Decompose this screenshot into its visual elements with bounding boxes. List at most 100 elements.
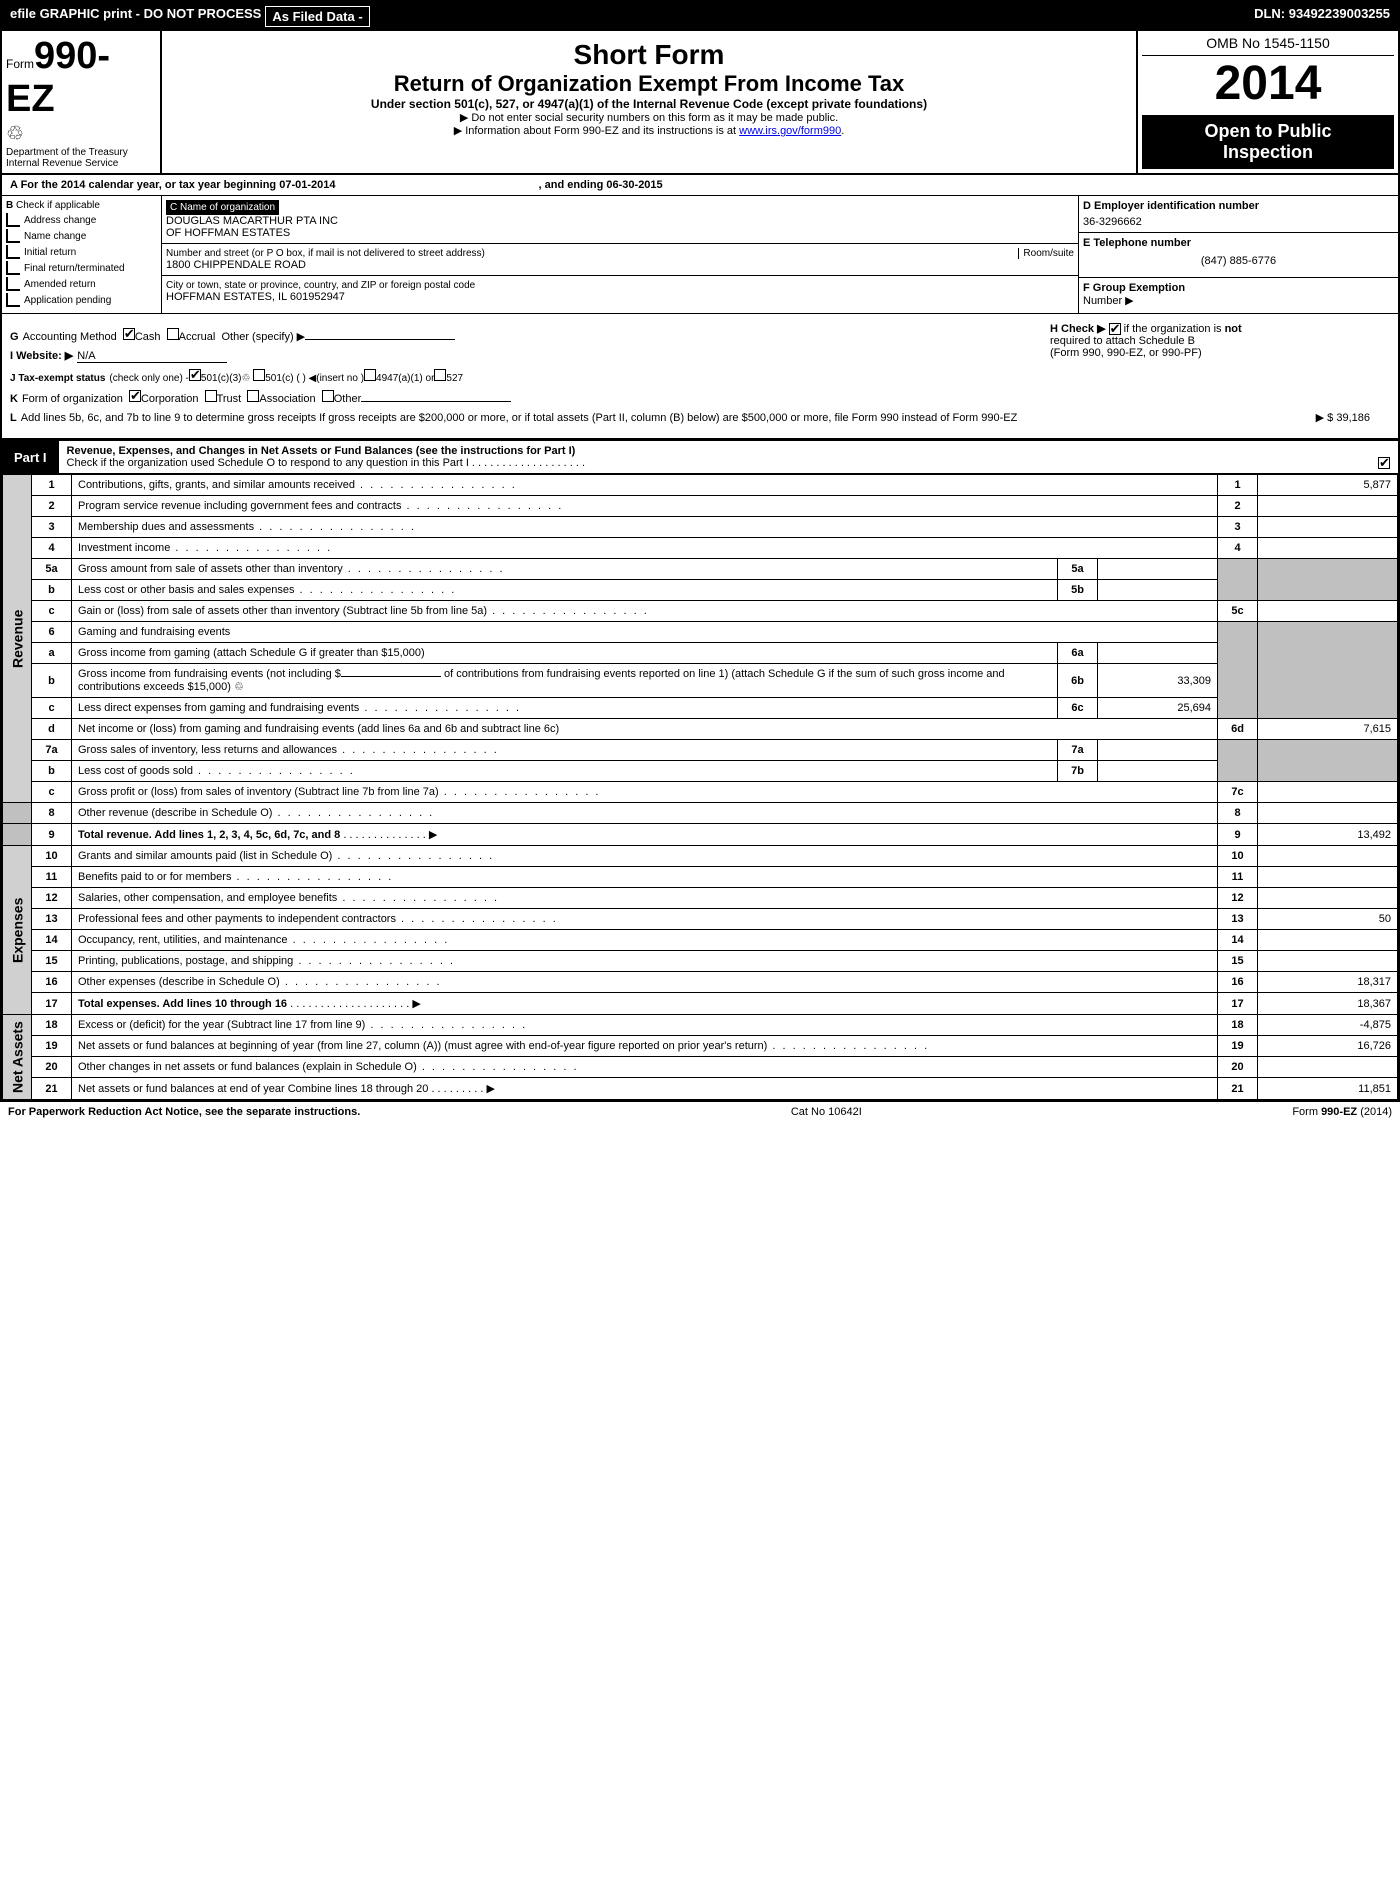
g-other-line[interactable] bbox=[305, 339, 455, 340]
line-1: Revenue 1 Contributions, gifts, grants, … bbox=[3, 475, 1398, 496]
efile-label: efile GRAPHIC print - DO NOT PROCESS bbox=[10, 6, 261, 27]
footer-right: Form 990-EZ (2014) bbox=[1292, 1106, 1392, 1118]
ln10-val bbox=[1258, 846, 1398, 867]
ln17-rnum: 17 bbox=[1218, 993, 1258, 1015]
ln6c-sn: 6c bbox=[1058, 698, 1098, 719]
checkbox-icon[interactable] bbox=[6, 213, 20, 227]
row-j: J Tax-exempt status (check only one) - 5… bbox=[10, 369, 1390, 384]
line-5c: c Gain or (loss) from sale of assets oth… bbox=[3, 601, 1398, 622]
checkbox-icon[interactable] bbox=[6, 245, 20, 259]
short-form-title: Short Form bbox=[170, 39, 1128, 71]
ln4-rnum: 4 bbox=[1218, 538, 1258, 559]
k-corp-checkbox[interactable] bbox=[129, 390, 141, 402]
asfiled-box: As Filed Data - bbox=[265, 6, 369, 27]
ln9-desc: Total revenue. Add lines 1, 2, 3, 4, 5c,… bbox=[72, 824, 1218, 846]
k-other-checkbox[interactable] bbox=[322, 390, 334, 402]
ln7c-rn: 7c bbox=[1218, 782, 1258, 803]
c-label: C Name of organization bbox=[166, 200, 279, 215]
checkbox-icon[interactable] bbox=[6, 229, 20, 243]
return-title: Return of Organization Exempt From Incom… bbox=[170, 71, 1128, 97]
h-checkbox[interactable] bbox=[1109, 323, 1121, 335]
k-trust-checkbox[interactable] bbox=[205, 390, 217, 402]
footer-form: 990-EZ bbox=[1321, 1106, 1357, 1118]
line-18: Net Assets 18 Excess or (deficit) for th… bbox=[3, 1015, 1398, 1036]
ln11-rnum: 11 bbox=[1218, 867, 1258, 888]
j-501c3-checkbox[interactable] bbox=[189, 369, 201, 381]
b-item-1: Name change bbox=[6, 229, 157, 243]
ln6a-num: a bbox=[32, 643, 72, 664]
checkbox-icon[interactable] bbox=[6, 293, 20, 307]
ln2-num: 2 bbox=[32, 496, 72, 517]
j-501c-checkbox[interactable] bbox=[253, 369, 265, 381]
ln16-desc: Other expenses (describe in Schedule O) bbox=[72, 972, 1218, 993]
ln7-shade2 bbox=[1258, 740, 1398, 782]
k-assoc-checkbox[interactable] bbox=[247, 390, 259, 402]
g-cash-checkbox[interactable] bbox=[123, 328, 135, 340]
checkbox-icon[interactable] bbox=[6, 261, 20, 275]
g-accrual-checkbox[interactable] bbox=[167, 328, 179, 340]
ln2-desc: Program service revenue including govern… bbox=[72, 496, 1218, 517]
info-line-2: ▶ Information about Form 990-EZ and its … bbox=[170, 124, 1128, 137]
ln18-desc: Excess or (deficit) for the year (Subtra… bbox=[72, 1015, 1218, 1036]
f-label2: Number ▶ bbox=[1083, 295, 1134, 307]
line-7c: c Gross profit or (loss) from sales of i… bbox=[3, 782, 1398, 803]
part-i-checkbox[interactable] bbox=[1378, 457, 1390, 469]
h-text1: H Check ▶ bbox=[1050, 323, 1106, 335]
irs-link[interactable]: www.irs.gov/form990 bbox=[739, 125, 841, 137]
line-6: 6 Gaming and fundraising events bbox=[3, 622, 1398, 643]
ln5c-val bbox=[1258, 601, 1398, 622]
b-header: B Check if applicable bbox=[6, 200, 157, 211]
ln9-d: Total revenue. Add lines 1, 2, 3, 4, 5c,… bbox=[78, 829, 340, 841]
section-b: B Check if applicable Address change Nam… bbox=[2, 196, 162, 313]
j-4947-checkbox[interactable] bbox=[364, 369, 376, 381]
ln6b-blank[interactable] bbox=[341, 676, 441, 677]
ln14-rnum: 14 bbox=[1218, 930, 1258, 951]
line-10: Expenses 10 Grants and similar amounts p… bbox=[3, 846, 1398, 867]
ln17-desc: Total expenses. Add lines 10 through 16 … bbox=[72, 993, 1218, 1015]
l-label: L bbox=[10, 412, 17, 424]
ein-value: 36-3296662 bbox=[1083, 212, 1394, 228]
ln17-val: 18,367 bbox=[1258, 993, 1398, 1015]
line-5b: b Less cost or other basis and sales exp… bbox=[3, 580, 1398, 601]
ln8-desc: Other revenue (describe in Schedule O) bbox=[72, 803, 1218, 824]
info2-pre: ▶ Information about Form 990-EZ and its … bbox=[454, 125, 739, 137]
ln6d-val: 7,615 bbox=[1258, 719, 1398, 740]
g-cash: Cash bbox=[135, 331, 161, 343]
ln6a-sv bbox=[1098, 643, 1218, 664]
city-label: City or town, state or province, country… bbox=[166, 280, 1074, 291]
ln4-desc: Investment income bbox=[72, 538, 1218, 559]
ln11-val bbox=[1258, 867, 1398, 888]
j-opt2: 501(c) ( ) ◀(insert no ) bbox=[265, 373, 364, 384]
section-e: E Telephone number (847) 885-6776 bbox=[1079, 233, 1398, 278]
k-text: Form of organization bbox=[22, 393, 123, 405]
rev-shade-9 bbox=[3, 824, 32, 846]
footer-mid: Cat No 10642I bbox=[791, 1106, 862, 1118]
ln5b-sv bbox=[1098, 580, 1218, 601]
j-527-checkbox[interactable] bbox=[434, 369, 446, 381]
ln20-desc: Other changes in net assets or fund bala… bbox=[72, 1057, 1218, 1078]
section-d: D Employer identification number 36-3296… bbox=[1079, 196, 1398, 233]
irs-label: Internal Revenue Service bbox=[6, 158, 156, 169]
j-label: J Tax-exempt status bbox=[10, 373, 105, 384]
ln3-val bbox=[1258, 517, 1398, 538]
form-990ez: 990-EZ bbox=[6, 35, 110, 120]
dept-treasury: Department of the Treasury bbox=[6, 147, 156, 158]
ln6b-num: b bbox=[32, 664, 72, 698]
b-item-0: Address change bbox=[6, 213, 157, 227]
ln5c-desc: Gain or (loss) from sale of assets other… bbox=[72, 601, 1218, 622]
ln18-num: 18 bbox=[32, 1015, 72, 1036]
k-other-line[interactable] bbox=[361, 401, 511, 402]
ln7a-num: 7a bbox=[32, 740, 72, 761]
ln21-val: 11,851 bbox=[1258, 1078, 1398, 1100]
dept-block: Department of the Treasury Internal Reve… bbox=[6, 147, 156, 169]
ln5ab-shade2 bbox=[1258, 559, 1398, 601]
line-6b: b Gross income from fundraising events (… bbox=[3, 664, 1398, 698]
checkbox-icon[interactable] bbox=[6, 277, 20, 291]
ln12-val bbox=[1258, 888, 1398, 909]
ln18-val: -4,875 bbox=[1258, 1015, 1398, 1036]
section-gl: H Check ▶ if the organization is not req… bbox=[2, 314, 1398, 439]
lines-table: Revenue 1 Contributions, gifts, grants, … bbox=[2, 474, 1398, 1100]
ln1-num: 1 bbox=[32, 475, 72, 496]
ln6b-sn: 6b bbox=[1058, 664, 1098, 698]
line-6a: a Gross income from gaming (attach Sched… bbox=[3, 643, 1398, 664]
